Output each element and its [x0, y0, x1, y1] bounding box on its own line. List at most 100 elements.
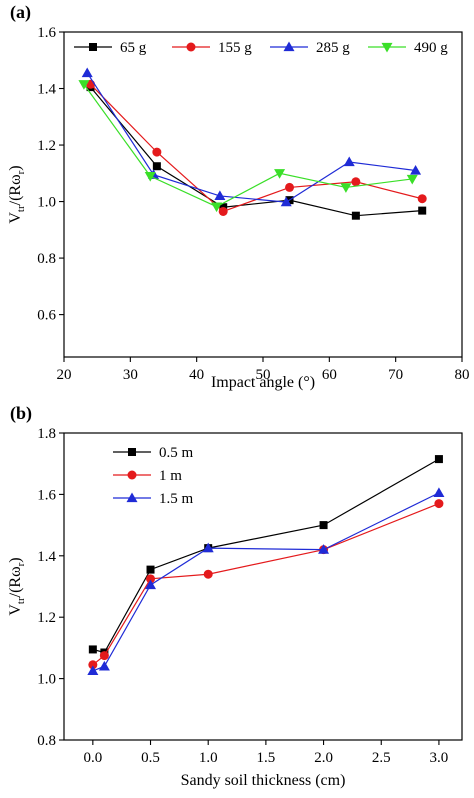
y-tick-label: 1.8 — [37, 426, 56, 442]
data-point — [78, 80, 90, 90]
series-155-g — [86, 79, 427, 216]
legend-label: 1.5 m — [159, 491, 194, 507]
x-axis-label: Impact angle (°) — [211, 374, 315, 391]
legend-item: 1 m — [113, 468, 182, 484]
y-tick-label: 1.6 — [37, 487, 56, 503]
y-tick-label: 1.4 — [37, 82, 56, 98]
data-point — [211, 202, 223, 213]
x-tick-label: 0.5 — [141, 750, 160, 766]
y-axis-label: Vtr/(Rωr) — [7, 165, 27, 223]
data-point — [214, 190, 226, 201]
panel-label: (b) — [10, 403, 32, 424]
y-tick-label: 0.8 — [37, 733, 56, 749]
series-490-g — [78, 80, 418, 213]
y-tick-label: 0.6 — [37, 308, 56, 324]
legend-label: 1 m — [159, 468, 182, 484]
data-point — [88, 660, 98, 670]
y-tick-label: 0.8 — [37, 251, 56, 267]
x-tick-label: 30 — [123, 367, 138, 383]
y-tick-label: 1.2 — [37, 610, 56, 626]
y-tick-label: 1.0 — [37, 672, 56, 688]
legend-marker — [127, 470, 137, 480]
x-tick-label: 1.5 — [257, 750, 276, 766]
data-point — [152, 162, 161, 171]
legend-item: 65 g — [74, 40, 147, 56]
y-axis-label-part: /(Rω — [7, 566, 24, 597]
data-point — [351, 211, 360, 220]
data-point — [406, 174, 418, 185]
x-tick-label: 1.0 — [199, 750, 218, 766]
legend-label: 285 g — [316, 40, 350, 56]
series-line — [92, 503, 440, 666]
series-line — [90, 83, 423, 213]
data-point — [434, 455, 443, 464]
series-line — [92, 458, 440, 654]
x-tick-label: 80 — [455, 367, 470, 383]
legend-item: 0.5 m — [113, 445, 194, 461]
x-tick-label: 2.5 — [372, 750, 391, 766]
series-line — [86, 72, 416, 203]
data-point — [285, 182, 295, 192]
y-axis-label-part: tr — [15, 205, 27, 212]
legend-item: 155 g — [172, 40, 252, 56]
legend-label: 65 g — [120, 40, 147, 56]
legend-item: 1.5 m — [113, 491, 194, 507]
legend-marker — [126, 492, 138, 503]
data-point — [418, 206, 427, 215]
data-point — [203, 569, 213, 579]
data-point — [146, 574, 156, 584]
legend-item: 490 g — [368, 40, 448, 56]
panel-label: (a) — [10, 2, 31, 23]
legend-label: 0.5 m — [159, 445, 194, 461]
data-point — [152, 147, 162, 157]
data-point — [87, 665, 99, 676]
y-tick-label: 1.6 — [37, 25, 56, 41]
y-axis-label-part: V — [7, 604, 24, 616]
legend-marker — [128, 448, 136, 456]
x-tick-label: 40 — [189, 367, 204, 383]
data-point — [319, 521, 328, 530]
data-point — [274, 169, 286, 179]
data-point — [146, 565, 155, 574]
x-axis-label: Sandy soil thickness (cm) — [181, 772, 346, 789]
series-line — [90, 86, 423, 217]
data-point — [88, 645, 97, 654]
y-tick-label: 1.4 — [37, 549, 56, 565]
series-0.5-m — [88, 455, 443, 657]
data-point — [99, 651, 109, 661]
legend-marker — [381, 42, 393, 53]
x-tick-label: 0.0 — [83, 750, 102, 766]
y-axis-label: Vtr/(Rωr) — [7, 557, 27, 615]
legend-label: 155 g — [218, 40, 252, 56]
legend-item: 285 g — [270, 40, 350, 56]
data-point — [202, 542, 214, 553]
x-tick-label: 2.0 — [314, 750, 333, 766]
y-axis-label-part: /(Rω — [7, 174, 24, 205]
plot-frame — [63, 31, 463, 358]
data-point — [340, 183, 352, 193]
data-point — [433, 487, 445, 497]
y-axis-label-part: ) — [7, 165, 24, 170]
data-point — [145, 579, 157, 590]
data-point — [144, 172, 156, 182]
series-line — [92, 492, 440, 672]
y-axis-label-part: r — [15, 170, 27, 174]
legend-marker — [89, 43, 97, 51]
data-point — [280, 196, 292, 207]
y-tick-label: 1.2 — [37, 138, 56, 154]
legend-marker — [186, 42, 196, 52]
data-point — [218, 206, 228, 216]
data-point — [81, 67, 93, 78]
chart-panel-b: 0.0 0.5 1.0 1.5 2.0 2.5 3.0 0.8 1.0 1.2 1.4 1.6 1.8 (… — [7, 403, 463, 789]
x-tick-label: 50 — [256, 367, 271, 383]
x-tick-label: 60 — [322, 367, 337, 383]
data-point — [98, 660, 110, 671]
legend-label: 490 g — [414, 40, 448, 56]
data-point — [351, 177, 361, 187]
series-1.5-m — [87, 487, 445, 676]
data-point — [410, 164, 422, 175]
data-point — [318, 544, 330, 554]
y-axis-label-part: V — [7, 212, 24, 224]
x-tick-label: 70 — [388, 367, 403, 383]
